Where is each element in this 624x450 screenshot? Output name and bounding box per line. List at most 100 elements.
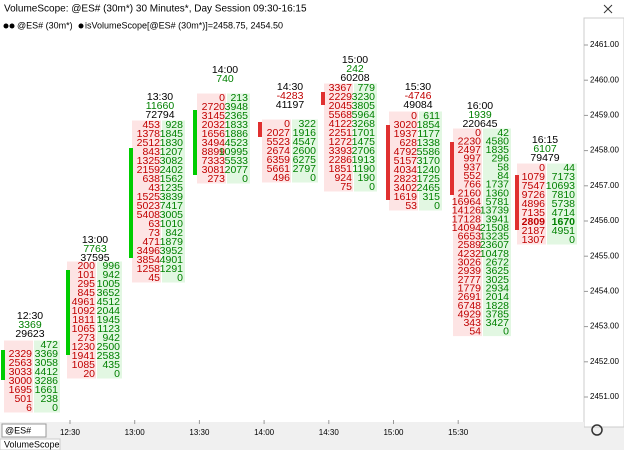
bid-volume: 1272 (329, 136, 353, 148)
bar-delta: 1939 (468, 109, 492, 121)
ask-volume: 4951 (552, 225, 576, 237)
ask-volume: 779 (357, 82, 375, 94)
ask-volume: 5781 (486, 196, 510, 208)
tab-bar (0, 439, 624, 450)
ask-volume: 3286 (35, 375, 59, 387)
bid-volume: 4034 (394, 164, 418, 176)
ask-volume: 238 (40, 393, 58, 405)
ask-volume: 4901 (160, 254, 184, 266)
ask-volume: 2672 (486, 257, 510, 269)
symbol-box[interactable] (1, 423, 47, 438)
candle (386, 125, 390, 200)
ask-volume: 1207 (160, 146, 184, 158)
bid-volume: 4122 (329, 118, 353, 130)
tab[interactable] (0, 438, 61, 450)
price-label: 2460.00 (590, 75, 619, 84)
bar-time: 14:30 (277, 81, 303, 93)
bid-volume: 2230 (458, 135, 482, 147)
bid-volume: 14126 (452, 205, 481, 217)
bid-volume: 3494 (202, 137, 226, 149)
ask-volume: 3369 (35, 348, 59, 360)
ask-volume: 1835 (486, 144, 510, 156)
bid-volume: 53 (405, 200, 417, 212)
bid-volume: 1092 (72, 305, 96, 317)
ask-volume: 2500 (97, 341, 121, 353)
ask-volume: 5533 (225, 155, 249, 167)
price-label: 2461.00 (590, 40, 619, 49)
bid-shade (389, 111, 418, 211)
bid-volume: 1079 (522, 171, 546, 183)
bid-volume: 2329 (9, 348, 33, 360)
ask-volume: 0 (177, 272, 183, 284)
bid-volume: 1378 (137, 128, 161, 140)
ask-volume: 21508 (480, 222, 509, 234)
ask-volume: 1291 (160, 263, 184, 275)
price-label: 2452.00 (590, 357, 619, 366)
bid-volume: 628 (399, 137, 417, 149)
ask-volume: 3941 (486, 213, 510, 225)
price-axis (583, 17, 624, 428)
bid-volume: 6653 (458, 231, 482, 243)
bid-shade (132, 120, 161, 283)
refresh-button[interactable] (591, 424, 603, 436)
bid-volume: 638 (142, 173, 160, 185)
ask-volume: 1670 (552, 216, 576, 228)
ask-volume: 2077 (225, 164, 249, 176)
ask-volume: 996 (102, 260, 120, 272)
bid-volume: 17128 (452, 213, 481, 225)
bid-volume: 1325 (137, 155, 161, 167)
bid-volume: 3026 (458, 257, 482, 269)
ask-volume: 1005 (97, 278, 121, 290)
scroll[interactable] (573, 424, 581, 437)
bid-volume: 5661 (267, 163, 291, 175)
bid-volume: 0 (539, 162, 545, 174)
bar-delta: 11660 (146, 100, 175, 112)
bid-volume: 1779 (458, 282, 482, 294)
bid-volume: 5157 (394, 155, 418, 167)
candle (321, 92, 325, 105)
dot (78, 23, 84, 29)
ask-volume: 6275 (293, 154, 317, 166)
ask-volume: 0 (369, 181, 375, 193)
ask-volume: 4412 (35, 366, 59, 378)
ask-volume: 2365 (225, 110, 249, 122)
bar-delta: -4283 (277, 90, 304, 102)
ask-shade (97, 261, 122, 379)
bid-volume: 5023 (137, 200, 161, 212)
bid-volume: 4792 (394, 146, 418, 158)
bar-volume: 72794 (145, 109, 174, 121)
ask-shade (354, 83, 377, 192)
ask-volume: 4580 (486, 135, 510, 147)
bar-delta: 7763 (83, 243, 107, 255)
ask-volume: 213 (230, 92, 248, 104)
ask-volume: 1725 (417, 173, 441, 185)
ask-volume: 0 (242, 173, 248, 185)
ask-volume: 10693 (546, 180, 575, 192)
ask-volume: 13235 (480, 231, 509, 243)
ask-volume: 2706 (352, 145, 376, 157)
bar-delta: 3369 (18, 319, 42, 331)
bid-volume: 845 (77, 287, 95, 299)
ask-volume: 44 (563, 162, 575, 174)
ask-volume: 3230 (352, 91, 376, 103)
ask-volume: 5586 (417, 146, 441, 158)
bar-volume: 49084 (403, 99, 432, 111)
bid-volume: 0 (411, 110, 417, 122)
window-title: VolumeScope: @ES# (30m*) 30 Minutes*, Da… (4, 4, 307, 15)
bid-shade (197, 93, 226, 184)
ask-volume: 928 (165, 119, 183, 131)
ask-volume: 3839 (160, 191, 184, 203)
ask-volume: 1833 (225, 119, 249, 131)
price-label: 2454.00 (590, 287, 619, 296)
ask-volume: 10478 (480, 248, 509, 260)
bid-volume: 2497 (458, 144, 482, 156)
bid-volume: 3854 (137, 254, 161, 266)
symbol-label: @ES# (5, 425, 31, 435)
bid-volume: 3145 (202, 110, 226, 122)
close-button[interactable] (603, 4, 613, 14)
bid-volume: 273 (77, 332, 95, 344)
bid-volume: 4929 (458, 308, 482, 320)
ask-volume: 3058 (35, 357, 59, 369)
ask-volume: 3785 (486, 308, 510, 320)
